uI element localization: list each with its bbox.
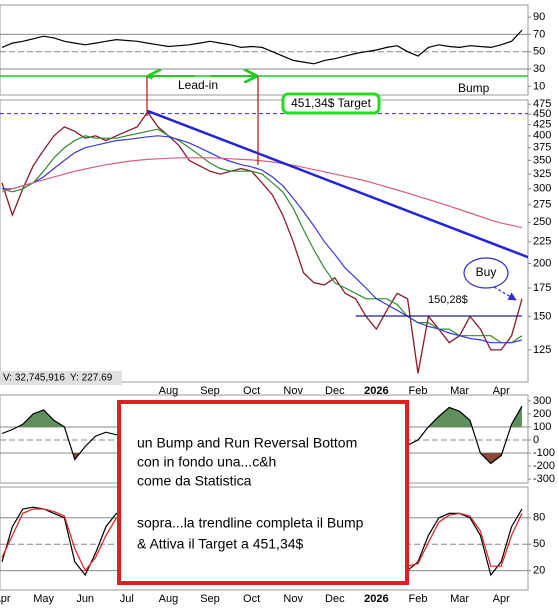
tooltip-text: Y: 227.69 — [70, 373, 113, 384]
support-label: 150,28$ — [428, 294, 468, 306]
x-tick-label: Aug — [159, 593, 179, 605]
x-tick-label: 2026 — [364, 593, 388, 605]
y-tick-label: 250 — [533, 216, 551, 228]
x-tick-label: Apr — [493, 385, 510, 397]
rsi-frame — [0, 4, 529, 96]
y-tick-label: 200 — [533, 257, 551, 269]
area — [2, 406, 522, 427]
x-tick-label: May — [33, 593, 54, 605]
line — [1, 110, 523, 374]
buy-ellipse — [463, 257, 509, 289]
y-tick-label: 475 — [533, 98, 551, 110]
x-tick-label: Feb — [409, 593, 428, 605]
y-tick-label: 275 — [533, 199, 551, 211]
note-line: un Bump and Run Reversal Bottom — [137, 435, 357, 451]
y-tick-label: 450 — [533, 108, 551, 120]
y-tick-label: 90 — [533, 11, 545, 23]
line — [2, 135, 523, 344]
y-tick-label: 425 — [533, 119, 551, 131]
y-tick-label: 80 — [533, 512, 545, 524]
y-tick-label: -200 — [533, 460, 555, 472]
target-label: 451,34$ Target — [291, 96, 372, 110]
y-tick-label: 375 — [533, 142, 551, 154]
lead-in-box — [152, 78, 244, 94]
note-line: & Attiva il Target a 451,34$ — [137, 536, 304, 552]
y-tick-label: 300 — [533, 183, 551, 195]
series-group — [0, 109, 528, 374]
x-tick-label: Mar — [450, 385, 469, 397]
line — [1, 128, 523, 344]
lead-in-label: Lead-in — [178, 78, 218, 92]
x-tick-label: Dec — [325, 385, 345, 397]
x-tick-label: Jul — [120, 593, 134, 605]
buy-arrow — [493, 286, 517, 301]
series-group — [1, 29, 523, 65]
note: un Bump and Run Reversal Bottom con in f… — [117, 400, 409, 585]
y-tick-label: 20 — [533, 565, 545, 577]
y-tick-label: 400 — [533, 130, 551, 142]
y-tick-label: 50 — [533, 538, 545, 550]
y-tick-label: 10 — [533, 80, 545, 92]
x-tick-label: Oct — [243, 593, 260, 605]
note-line: sopra...la trendline completa il Bump — [137, 515, 364, 531]
x-tick-label: Mar — [450, 593, 469, 605]
x-tick-label: Nov — [283, 385, 303, 397]
note-line: con in fondo una...c&h — [137, 454, 276, 470]
y-tick-label: 70 — [533, 28, 545, 40]
y-tick-label: 100 — [533, 421, 551, 433]
tooltip-box — [0, 371, 122, 385]
y-tick-label: 325 — [533, 168, 551, 180]
y-tick-label: -100 — [533, 447, 555, 459]
line — [1, 29, 523, 65]
x-tick-label: Dec — [325, 593, 345, 605]
x-tick-label: Apr — [0, 593, 11, 605]
x-tick-label: Jun — [76, 593, 94, 605]
buy-label: Buy — [476, 265, 497, 279]
x-tick-label: Apr — [493, 593, 510, 605]
trendline — [147, 109, 528, 259]
y-tick-label: 30 — [533, 63, 545, 75]
x-tick-label: 2026 — [364, 385, 388, 397]
y-tick-label: 200 — [533, 408, 551, 420]
y-tick-label: 125 — [533, 344, 551, 356]
tooltip-text: V: 32,745,916 — [3, 373, 65, 384]
x-tick-label: Sep — [200, 593, 220, 605]
y-tick-label: 50 — [533, 46, 545, 58]
x-tick-label: Nov — [283, 593, 303, 605]
note-box — [117, 400, 409, 585]
y-tick-label: -300 — [533, 473, 555, 485]
x-tick-label: Aug — [159, 385, 179, 397]
y-tick-label: 0 — [533, 434, 539, 446]
y-tick-label: 150 — [533, 310, 551, 322]
x-tick-label: Oct — [243, 385, 260, 397]
y-tick-label: 175 — [533, 282, 551, 294]
y-tick-label: 300 — [533, 395, 551, 407]
note-line: come da Statistica — [137, 473, 252, 489]
y-tick-label: 350 — [533, 154, 551, 166]
price-frame — [0, 99, 529, 383]
y-tick-label: 225 — [533, 236, 551, 248]
x-tick-label: Sep — [200, 385, 220, 397]
bump-label: Bump — [458, 81, 490, 95]
line — [1, 157, 523, 229]
target-box — [281, 92, 381, 115]
x-tick-label: Feb — [409, 385, 428, 397]
